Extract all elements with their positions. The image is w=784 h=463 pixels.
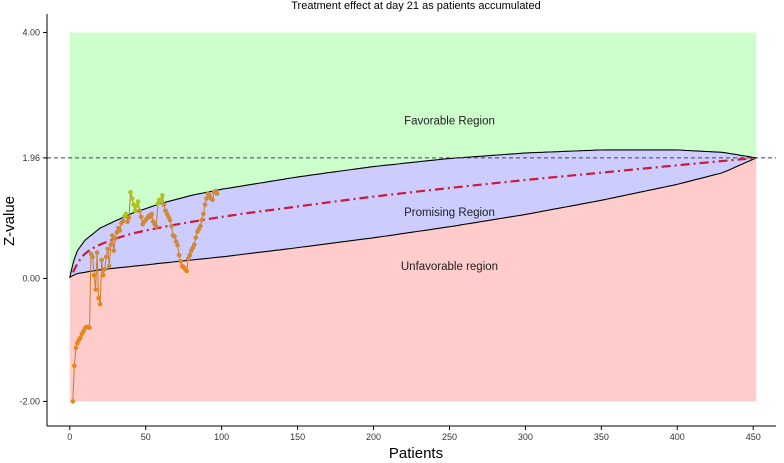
x-tick-label: 400: [670, 432, 685, 442]
data-point: [72, 363, 77, 369]
data-point: [87, 325, 92, 330]
data-point: [96, 295, 101, 301]
conditional-power-curve: [71, 156, 757, 273]
data-point: [199, 217, 205, 223]
x-tick-label: 300: [518, 432, 533, 442]
x-tick-label: 200: [366, 432, 381, 442]
data-point: [129, 196, 135, 201]
x-tick-label: 50: [141, 432, 151, 442]
data-point: [123, 211, 129, 217]
region-layer: Favorable Region Promising Region Unfavora…: [47, 32, 776, 402]
data-point: [204, 196, 209, 201]
data-point: [107, 263, 112, 269]
data-point: [137, 208, 142, 214]
data-point: [214, 191, 220, 196]
y-tick-label: -2.00: [19, 396, 40, 406]
data-point: [173, 239, 179, 244]
series-layer: [70, 188, 220, 404]
y-tick-label: 0.00: [22, 273, 40, 283]
data-point: [103, 254, 109, 260]
data-point: [90, 254, 95, 260]
data-point: [154, 224, 159, 230]
region-label-0: Favorable Region: [404, 115, 495, 127]
data-point: [100, 273, 106, 278]
data-point: [93, 287, 98, 292]
data-point: [184, 268, 189, 274]
data-point: [201, 211, 206, 217]
data-point: [167, 217, 173, 223]
data-point: [193, 235, 199, 241]
data-point: [202, 202, 208, 207]
data-point: [102, 266, 107, 272]
data-point: [187, 252, 193, 258]
data-point: [132, 208, 138, 214]
data-point: [161, 202, 167, 207]
data-point: [128, 190, 133, 195]
favorable-region: [69, 32, 757, 278]
x-tick-label: 250: [442, 432, 457, 442]
data-point: [97, 301, 103, 307]
data-point: [117, 228, 123, 233]
data-point: [172, 234, 177, 239]
data-point: [135, 199, 141, 204]
data-point: [198, 223, 203, 229]
data-point: [175, 242, 180, 248]
data-point: [113, 236, 118, 241]
data-point: [138, 214, 144, 220]
data-point: [185, 256, 191, 262]
data-point: [94, 250, 100, 255]
data-point: [99, 257, 104, 263]
region-label-2: Unfavorable region: [401, 261, 498, 273]
data-point: [108, 242, 114, 247]
y-axis-title: Z-value: [1, 196, 18, 246]
data-point: [91, 273, 97, 278]
x-axis-title: Patients: [389, 445, 443, 462]
data-point: [73, 345, 79, 351]
data-point: [149, 211, 155, 217]
data-point: [176, 252, 182, 258]
data-point: [169, 223, 174, 229]
x-tick-label: 350: [594, 432, 609, 442]
y-tick-label: 1.96: [22, 153, 40, 163]
x-tick-label: 100: [214, 432, 229, 442]
region-label-1: Promising Region: [404, 207, 495, 219]
x-tick-label: 0: [67, 432, 72, 442]
data-point: [78, 335, 83, 340]
chart-title: Treatment effect at day 21 as patients a…: [291, 0, 540, 12]
unfavorable-region: [69, 157, 757, 402]
data-point: [105, 246, 111, 252]
data-point: [110, 233, 115, 238]
data-point: [192, 242, 197, 247]
data-point: [125, 219, 130, 225]
data-point: [134, 203, 139, 209]
x-tick-label: 450: [746, 432, 761, 442]
y-tick-label: 4.00: [22, 27, 40, 37]
data-point: [70, 399, 76, 404]
data-point: [160, 193, 165, 198]
data-point: [210, 197, 215, 202]
data-point: [158, 199, 164, 204]
data-point: [120, 218, 126, 224]
data-point: [111, 248, 117, 253]
x-tick-label: 150: [290, 432, 305, 442]
data-point: [126, 215, 132, 220]
data-point: [178, 258, 183, 264]
axis-layer: 0 50 100 150 200 250 300 350 400 450 -2.00 0.00 1.96…: [19, 14, 776, 442]
